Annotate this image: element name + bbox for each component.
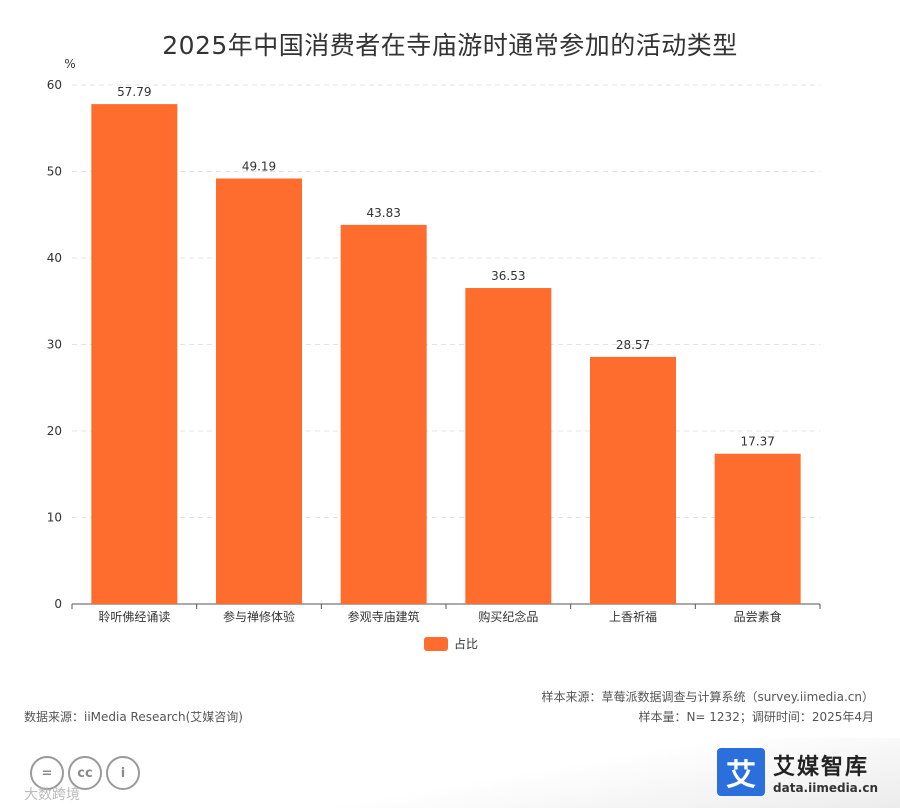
sample-source: 样本来源：草莓派数据调查与计算系统（survey.iimedia.cn） xyxy=(541,690,874,704)
cc-icon: cc xyxy=(68,756,102,790)
y-axis-unit-label: % xyxy=(64,57,75,71)
bar-layer: 57.79 49.19 43.83 36.53 28.57 17.37 xyxy=(91,85,801,605)
brand-name: 艾媒智库 xyxy=(773,755,870,780)
cc-equals-icon: = xyxy=(30,756,64,790)
data-label: 17.37 xyxy=(740,435,774,449)
legend-swatch xyxy=(424,636,448,651)
sample-info: 样本量：N= 1232；调研时间：2025年4月 xyxy=(638,710,874,724)
bar xyxy=(216,178,302,604)
license-icons: = cc i xyxy=(30,756,140,790)
bar xyxy=(91,104,178,604)
bar xyxy=(714,453,801,604)
data-label: 57.79 xyxy=(117,85,151,99)
y-tick-label: 20 xyxy=(47,424,62,438)
axis-layer: 0 10 20 30 40 50 60 聆听佛经诵读 参与禅修体验 参观寺庙建筑 购买纪念品 上香祈福… xyxy=(47,78,821,624)
x-tick-label: 聆听佛经诵读 xyxy=(98,610,170,624)
legend-label: 占比 xyxy=(454,637,479,651)
watermark: 大数跨境 xyxy=(24,787,80,803)
x-tick-label: 参与禅修体验 xyxy=(223,609,295,624)
bar xyxy=(590,356,676,604)
brand-mark-icon: 艾 xyxy=(717,748,766,796)
cc-attribution-icon: i xyxy=(106,756,140,790)
bar xyxy=(340,224,427,605)
bar-chart: 0 10 20 30 40 50 60 聆听佛经诵读 参与禅修体验 参观寺庙建筑 购买纪念品 上香祈福… xyxy=(47,57,821,624)
x-tick-label: 购买纪念品 xyxy=(478,609,538,624)
chart-title: 2025年中国消费者在寺庙游时通常参加的活动类型 xyxy=(162,31,738,60)
y-tick-label: 50 xyxy=(47,165,62,179)
legend: 占比 xyxy=(424,635,478,652)
y-tick-label: 60 xyxy=(47,78,62,92)
brand-url: data.iimedia.cn xyxy=(773,781,878,795)
data-label: 49.19 xyxy=(242,160,276,174)
data-source: 数据来源：iiMedia Research(艾媒咨询) xyxy=(24,710,243,724)
data-label: 43.83 xyxy=(366,206,400,220)
x-tick-label: 品尝素食 xyxy=(734,609,782,624)
x-tick-label: 上香祈福 xyxy=(609,609,657,624)
x-tick-label: 参观寺庙建筑 xyxy=(348,609,420,624)
bar xyxy=(465,288,552,604)
y-tick-label: 10 xyxy=(47,511,62,525)
y-tick-label: 0 xyxy=(54,597,62,611)
y-tick-label: 40 xyxy=(47,251,62,265)
data-label: 36.53 xyxy=(491,269,525,283)
y-tick-label: 30 xyxy=(47,338,62,352)
brand-logo: 艾 艾媒智库 data.iimedia.cn xyxy=(717,748,878,796)
data-label: 28.57 xyxy=(616,338,650,352)
grid-layer xyxy=(72,84,820,518)
